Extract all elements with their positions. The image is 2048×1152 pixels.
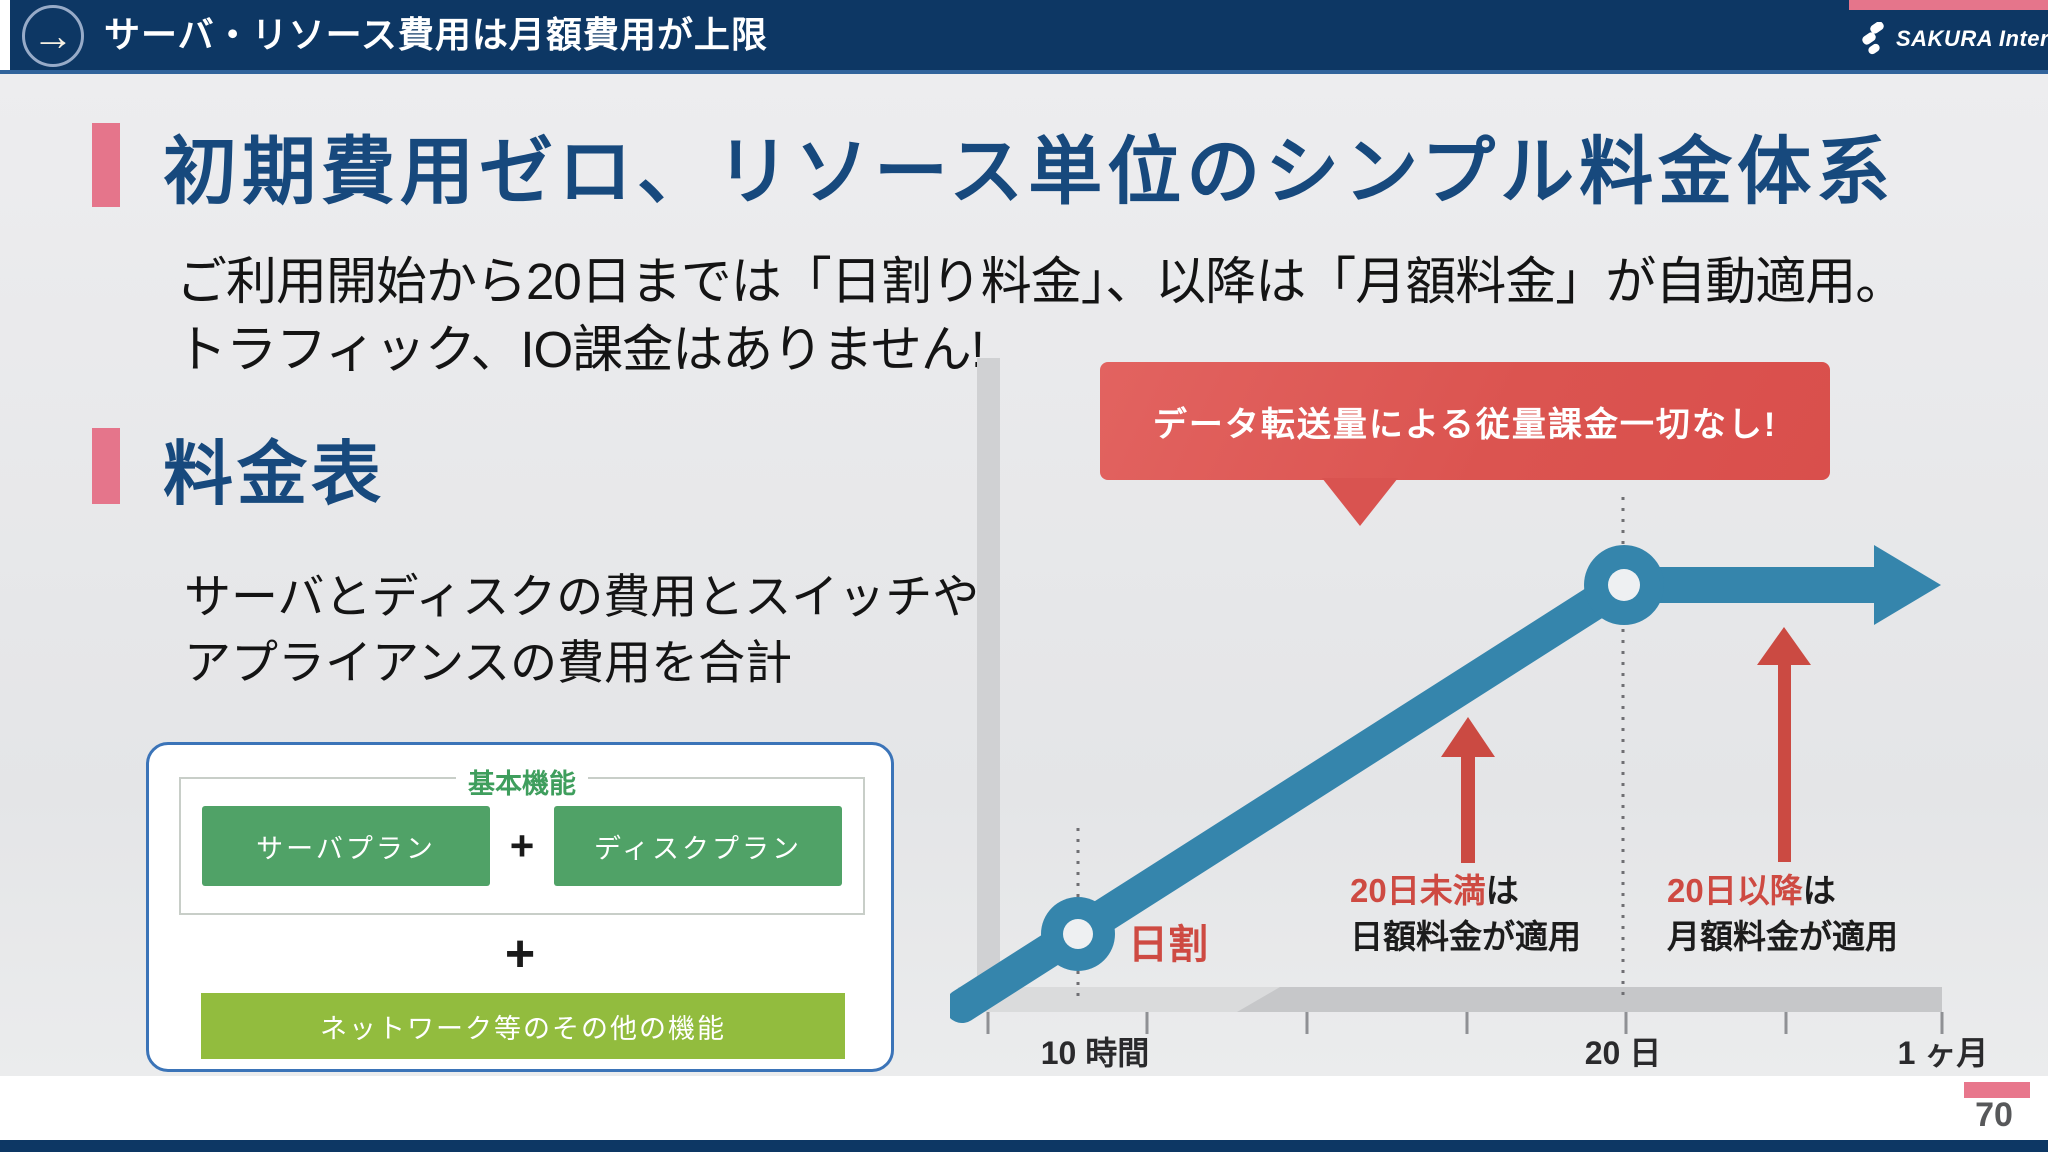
header-title: サーバ・リソース費用は月額費用が上限 — [104, 14, 768, 55]
x-axis-bar-light-segment — [958, 987, 1280, 1012]
footer-bar — [0, 1140, 2048, 1152]
annotation-after-20d-line1: 20日以降は — [1667, 872, 1836, 909]
description-line2: アプライアンスの費用を合計 — [184, 636, 793, 689]
description-line1: サーバとディスクの費用とスイッチや — [184, 570, 980, 623]
plan-composition-box: 基本機能 サーバプラン + ディスクプラン + ネットワーク等のその他の機能 — [146, 742, 894, 1072]
annotation-after-20d: 20日以降は 月額料金が適用 — [1667, 868, 1898, 960]
page-number-accent-bar — [1964, 1082, 2030, 1098]
logo-text: SAKURA Internet — [1896, 26, 2048, 51]
lead-text-line1: ご利用開始から20日までは「日割り料金」、以降は「月額料金」が自動適用。 — [176, 253, 1906, 310]
heading1: 初期費用ゼロ、リソース単位のシンプル料金体系 — [163, 130, 1896, 213]
x-tick-label-1m: 1 ヶ月 — [1897, 1035, 1989, 1071]
marker-20d — [1584, 545, 1664, 625]
heading2: 料金表 — [163, 435, 385, 513]
corner-notch — [0, 0, 10, 70]
daily-rate-label: 日割 — [1128, 923, 1208, 967]
sakura-internet-logo: SAKURA Internet — [1858, 20, 2048, 58]
up-arrow-mid — [1441, 717, 1495, 863]
heading1-accent-bar — [92, 123, 120, 207]
lead-text-line2: トラフィック、IO課金はありません! — [176, 321, 985, 378]
disk-plan-block: ディスクプラン — [554, 806, 842, 886]
x-tick-label-20d: 20 日 — [1584, 1035, 1662, 1071]
annotation-before-20d-line1: 20日未満は — [1350, 872, 1519, 909]
callout-bubble-tail — [1322, 478, 1398, 526]
x-tick-label-10h: 10 時間 — [1040, 1035, 1150, 1071]
top-pink-strip — [1849, 0, 2048, 10]
heading2-accent-bar — [92, 428, 120, 504]
marker-10h — [1041, 897, 1115, 971]
price-line-flat — [1624, 567, 1874, 603]
plus-sign-large: + — [504, 925, 536, 983]
pricing-chart — [950, 358, 1944, 1034]
annotation-before-20d-line2: 日額料金が適用 — [1350, 918, 1581, 955]
sakura-logo-icon — [1862, 22, 1884, 55]
arrow-right-circle-icon: → — [22, 5, 84, 67]
server-plan-block: サーバプラン — [202, 806, 490, 886]
callout-bubble: データ転送量による従量課金一切なし! — [1100, 362, 1830, 480]
annotation-before-20d: 20日未満は 日額料金が適用 — [1350, 868, 1581, 960]
plus-sign-small: + — [509, 822, 535, 869]
y-axis-bar — [977, 358, 1000, 1010]
basic-features-legend: 基本機能 — [456, 762, 588, 801]
x-axis-ticks — [986, 1012, 1944, 1034]
price-line-arrowhead — [1874, 545, 1941, 625]
header-bar: → サーバ・リソース費用は月額費用が上限 SAKURA Internet — [0, 0, 2048, 74]
page-number: 70 — [1975, 1096, 2013, 1134]
annotation-after-20d-line2: 月額料金が適用 — [1667, 918, 1898, 955]
basic-features-group: 基本機能 サーバプラン + ディスクプラン — [179, 762, 865, 915]
other-features-block: ネットワーク等のその他の機能 — [201, 993, 845, 1059]
up-arrow-right — [1757, 627, 1811, 862]
